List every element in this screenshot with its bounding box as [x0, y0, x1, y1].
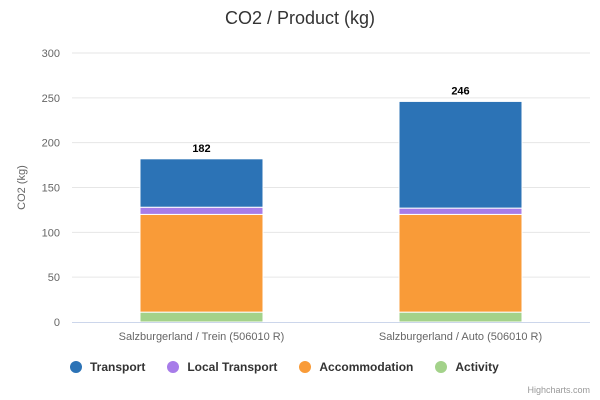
legend-item-accommodation[interactable]: Accommodation [299, 360, 413, 374]
bar-activity-2[interactable] [398, 311, 523, 323]
chart-title: CO2 / Product (kg) [225, 8, 375, 28]
bar-accommodation-2[interactable] [398, 213, 523, 313]
x-tick-label: Salzburgerland / Trein (506010 R) [119, 331, 285, 343]
y-tick-label: 50 [48, 272, 60, 284]
total-label: 182 [192, 143, 210, 155]
legend-marker-icon [70, 361, 82, 373]
y-axis-title: CO2 (kg) [16, 165, 28, 210]
bar-activity-1[interactable] [139, 311, 264, 323]
legend-label: Accommodation [319, 360, 414, 374]
y-tick-label: 250 [42, 93, 60, 105]
bar-transport-2[interactable] [398, 100, 523, 209]
legend-label: Activity [455, 360, 499, 374]
bars[interactable]: 182 246 [139, 85, 523, 323]
chart-canvas: CO2 / Product (kg) 0 50 100 150 200 250 300 CO… [16, 8, 590, 343]
legend-marker-icon [299, 361, 312, 373]
bar-local-transport-2[interactable] [398, 207, 523, 215]
credits-link[interactable]: Highcharts.com [527, 385, 590, 395]
y-tick-label: 200 [42, 138, 60, 150]
legend-marker-icon [167, 361, 180, 373]
legend-label: Transport [90, 360, 146, 374]
y-axis-ticks: 0 50 100 150 200 250 300 [42, 48, 60, 329]
y-tick-label: 150 [42, 183, 60, 195]
legend-item-transport[interactable]: Transport [70, 360, 145, 374]
bar-accommodation-1[interactable] [139, 213, 264, 313]
x-tick-label: Salzburgerland / Auto (506010 R) [379, 331, 542, 343]
x-axis-ticks: Salzburgerland / Trein (506010 R) Salzbur… [119, 331, 543, 343]
total-label: 246 [451, 85, 469, 97]
y-tick-label: 100 [42, 227, 60, 239]
legend-label: Local Transport [187, 360, 278, 374]
legend-item-activity[interactable]: Activity [435, 360, 499, 374]
bar-local-transport-1[interactable] [139, 206, 264, 215]
legend-item-local-transport[interactable]: Local Transport [167, 360, 277, 374]
bar-transport-1[interactable] [139, 158, 264, 208]
legend-marker-icon [435, 361, 448, 373]
y-tick-label: 0 [54, 317, 60, 329]
y-tick-label: 300 [42, 48, 60, 60]
legend: Transport Local Transport Accommodation Act… [70, 360, 499, 374]
